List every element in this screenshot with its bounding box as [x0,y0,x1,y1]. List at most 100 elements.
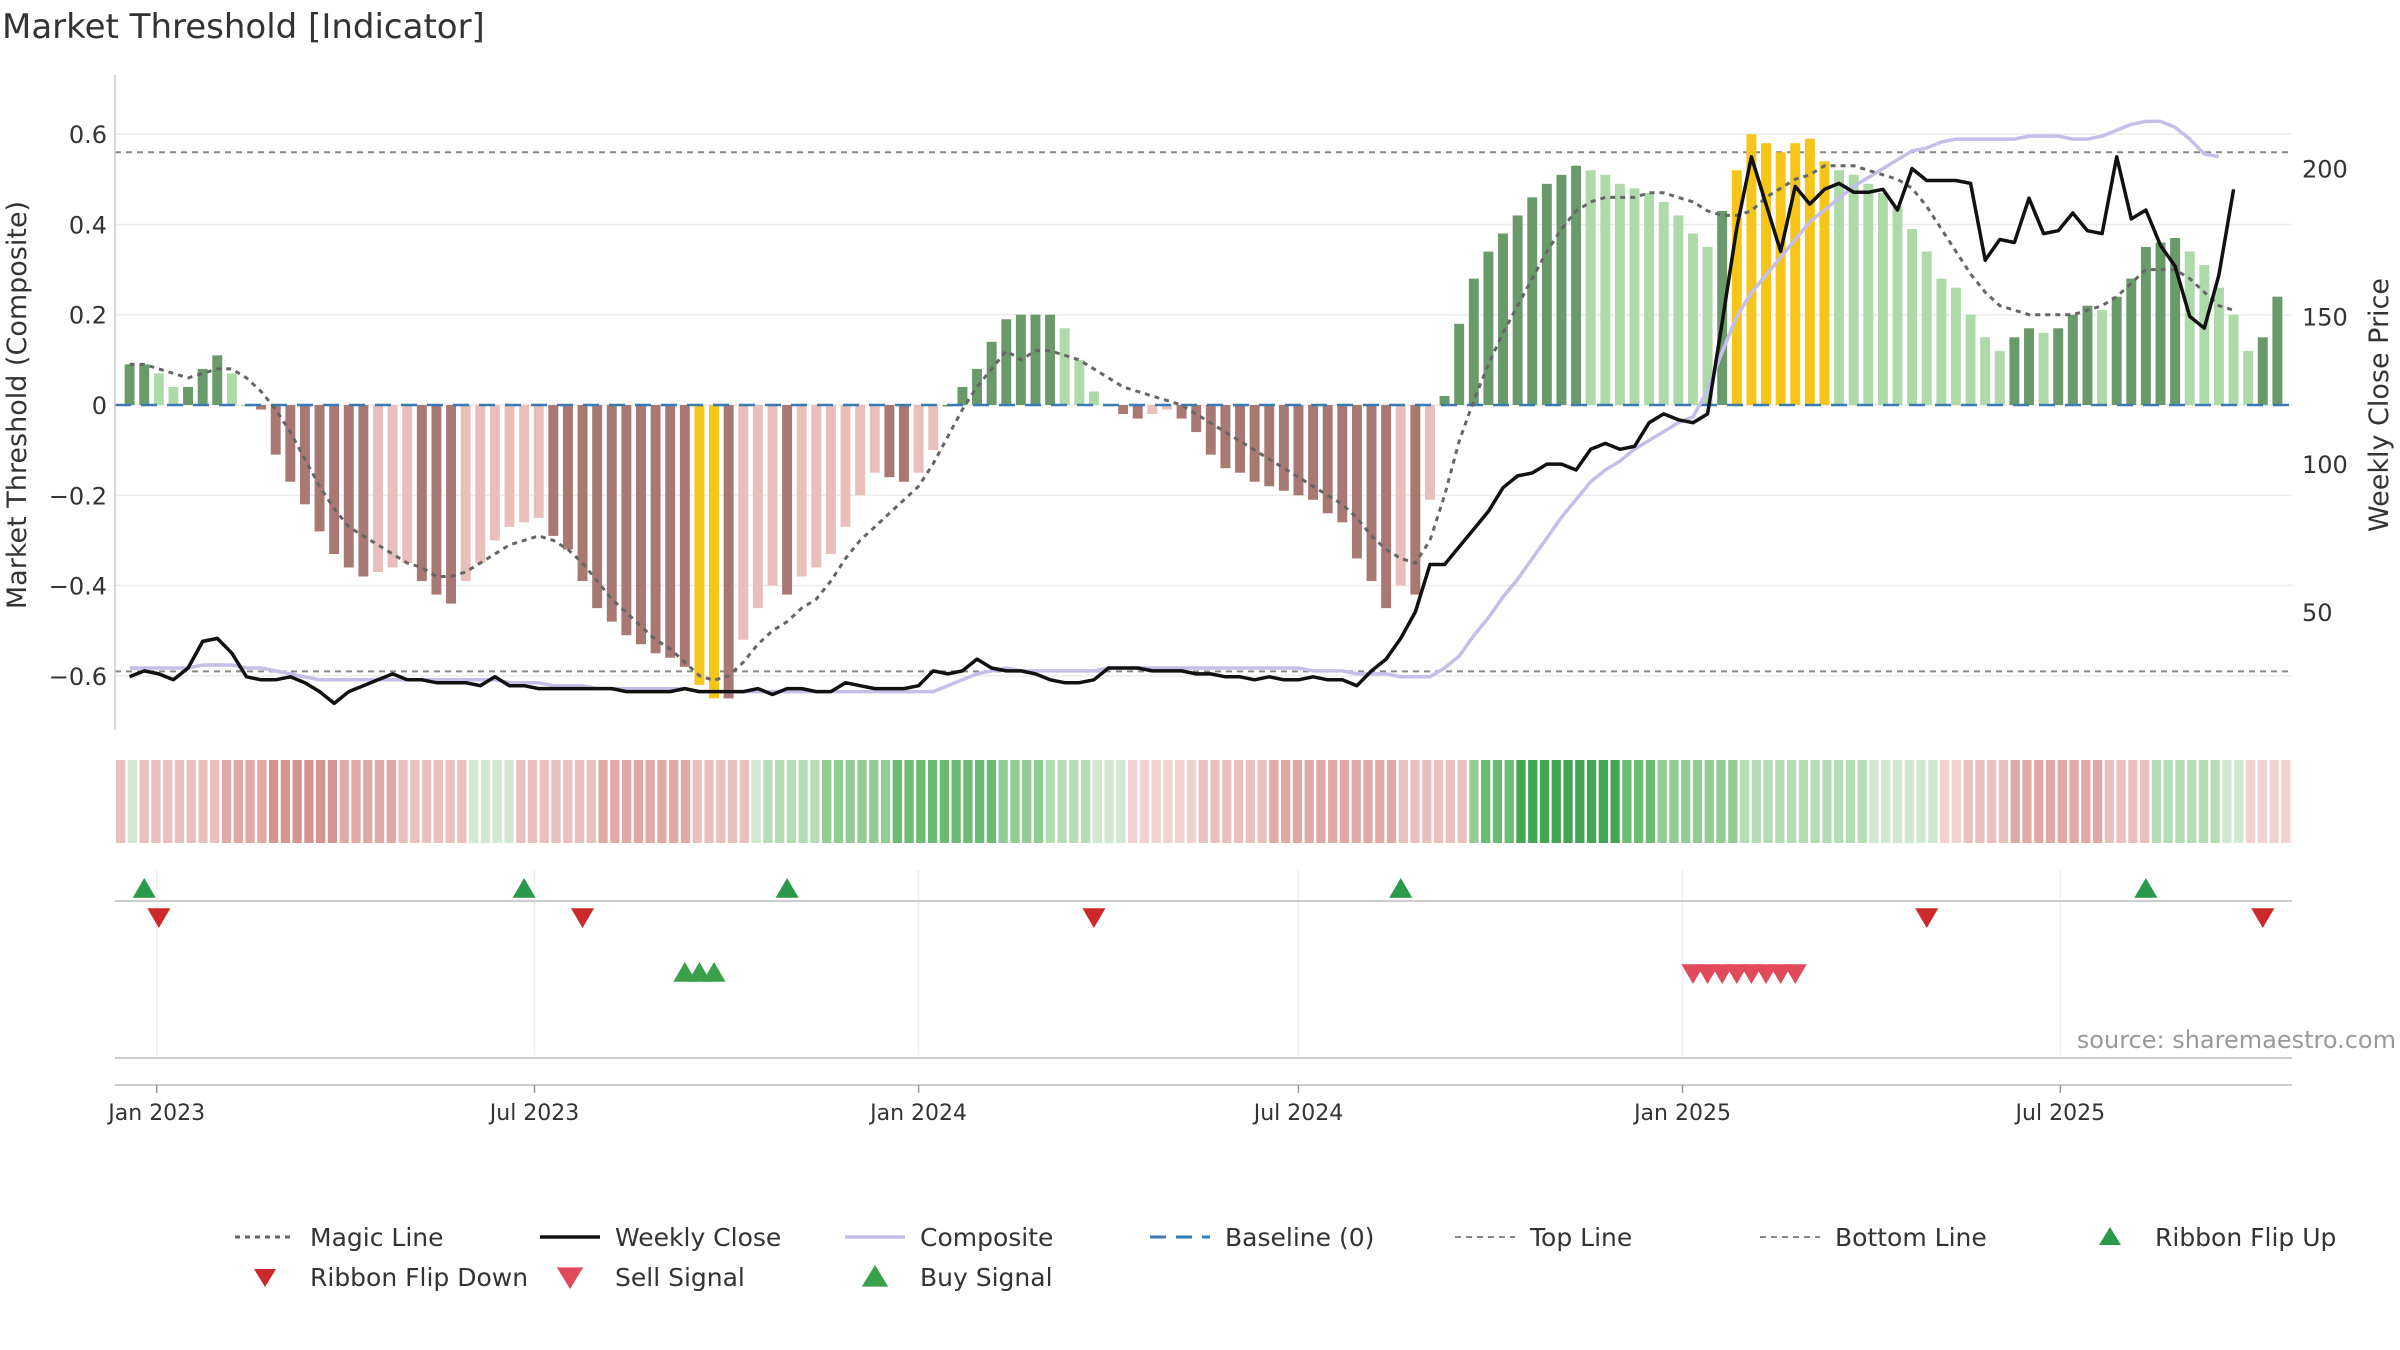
composite-bar [782,405,793,595]
composite-bar [2024,328,2034,405]
legend-item: Bottom Line [1760,1223,1987,1252]
ribbon-cell [1304,760,1314,843]
ribbon-cell [1351,760,1361,843]
legend: Magic Line Weekly Close Composite Baseline … [235,1223,2336,1292]
ribbon-cell [727,760,738,843]
ribbon-cell [1492,760,1503,843]
trend-ribbon [116,760,2291,843]
composite-bar [1162,405,1172,410]
sell-signal-marker [1725,964,1749,984]
ribbon-cell [1175,760,1185,843]
composite-bar [1264,405,1275,487]
composite-bar [1366,405,1377,582]
composite-bar [1863,183,1874,405]
ribbon-cell [1516,760,1526,843]
composite-bar [489,405,500,541]
ribbon-cell [1798,760,1809,843]
y2-tick-label: 50 [2302,599,2333,627]
sell-signal-marker [1769,964,1793,984]
ribbon-cell [2116,760,2126,843]
ribbon-cell [2187,760,2197,843]
ribbon-cell [351,760,361,843]
composite-bar [928,405,939,451]
ribbon-cell [1198,760,1208,843]
legend-label: Ribbon Flip Down [310,1263,528,1292]
composite-bar [1235,405,1245,473]
composite-bar [1790,143,1801,405]
ribbon-cell [1728,760,1738,843]
ribbon-cell [363,760,373,843]
ribbon-flip-up-marker [775,878,799,898]
composite-bar [2053,328,2064,405]
composite-bar [460,405,471,582]
composite-bar [1950,287,1961,405]
ribbon-cell [1339,760,1350,843]
composite-bar [636,405,646,645]
composite-bar [1614,183,1625,405]
composite-bar [1147,405,1158,415]
composite-bar [1819,161,1830,405]
ribbon-cell [716,760,726,843]
ribbon-cell [304,760,314,843]
y-tick-label: 0.2 [69,302,107,330]
ribbon-cell [1257,760,1267,843]
ribbon-cell [1963,760,1973,843]
ribbon-cell [1775,760,1785,843]
ribbon-cell [1739,760,1750,843]
ribbon-cell [998,760,1008,843]
ribbon-cell [1622,760,1632,843]
ribbon-cell [1245,760,1255,843]
ribbon-cell [774,760,785,843]
composite-bar [1687,233,1698,405]
ribbon-cell [116,760,126,843]
composite-bar [183,386,194,405]
ribbon-cell [1092,760,1102,843]
buy-signal-marker [687,962,711,982]
composite-bar [285,405,296,482]
ribbon-cell [2281,760,2291,843]
ribbon-cell [2081,760,2091,843]
composite-bar [1717,210,1728,405]
composite-bar [1308,405,1319,500]
composite-bar [1351,405,1362,559]
ribbon-cell [1328,760,1338,843]
composite-bars [124,134,2283,699]
ribbon-cell [445,760,455,843]
ribbon-cell [1363,760,1373,843]
ribbon-cell [1445,760,1456,843]
legend-item: Baseline (0) [1150,1223,1374,1252]
ribbon-cell [1481,760,1491,843]
composite-bar [431,405,442,595]
ribbon-cell [880,760,891,843]
composite-bar [1249,405,1260,482]
ribbon-cell [163,760,173,843]
composite-bar [1483,251,1494,405]
composite-bar [519,405,530,523]
ribbon-cell [174,760,185,843]
ribbon-cell [798,760,808,843]
composite-bar [1746,134,1757,405]
ribbon-cell [1845,760,1856,843]
composite-bar [986,341,997,405]
ribbon-cell [527,760,538,843]
ribbon-cell [2034,760,2044,843]
composite-bar [1834,170,1845,405]
ribbon-cell [539,760,549,843]
ribbon-cell [2045,760,2056,843]
legend-label: Ribbon Flip Up [2155,1223,2336,1252]
ribbon-cell [516,760,526,843]
ribbon-cell [1810,760,1820,843]
composite-bar [197,368,208,405]
ribbon-cell [1398,760,1408,843]
composite-line [129,119,2220,694]
ribbon-cell [1610,760,1620,843]
composite-bar [1556,174,1567,405]
ribbon-cell [1316,760,1326,843]
composite-bar [2272,296,2283,405]
ribbon-cell [1151,760,1161,843]
legend-item: Buy Signal [861,1263,1053,1292]
ribbon-cell [1551,760,1561,843]
composite-bar [2257,337,2268,405]
ribbon-cell [763,760,773,843]
ribbon-cell [1280,760,1291,843]
